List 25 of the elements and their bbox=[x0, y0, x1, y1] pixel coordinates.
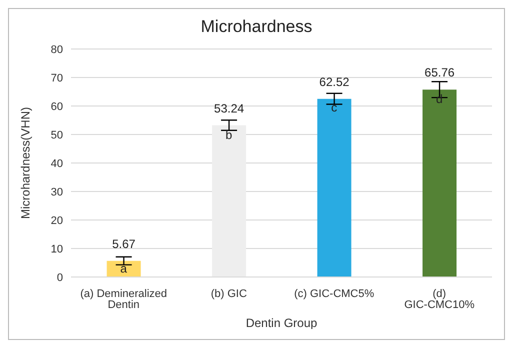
y-tick-label: 80 bbox=[50, 44, 63, 56]
y-tick-label: 30 bbox=[50, 186, 63, 198]
x-tick-label: (d) GIC-CMC10% bbox=[404, 288, 475, 311]
y-tick-label: 70 bbox=[50, 72, 63, 84]
chart-title: Microhardness bbox=[200, 16, 314, 38]
y-tick-label: 0 bbox=[56, 272, 63, 284]
data-label: 65.76 bbox=[424, 66, 455, 80]
bar bbox=[212, 125, 246, 277]
data-label: 53.24 bbox=[214, 101, 244, 116]
x-tick-label: (c) GIC-CMC5% bbox=[294, 288, 374, 300]
y-tick-label: 60 bbox=[50, 100, 63, 113]
y-tick-label: 20 bbox=[50, 214, 63, 227]
data-label: 5.67 bbox=[112, 236, 136, 251]
y-axis-title: Microhardness(VHN) bbox=[18, 106, 32, 220]
annotation: b bbox=[226, 128, 233, 142]
y-tick-label: 50 bbox=[50, 129, 63, 142]
y-tick-label: 40 bbox=[50, 158, 63, 170]
annotation: c bbox=[331, 100, 338, 115]
bar bbox=[317, 98, 352, 277]
x-tick-label: (a) Demineralized Dentin bbox=[80, 288, 168, 311]
annotation: a bbox=[120, 262, 128, 276]
y-tick-label: 10 bbox=[50, 243, 63, 256]
data-label: 62.52 bbox=[319, 74, 350, 89]
x-tick-label: (b) GIC bbox=[210, 288, 247, 300]
bar bbox=[422, 90, 457, 277]
